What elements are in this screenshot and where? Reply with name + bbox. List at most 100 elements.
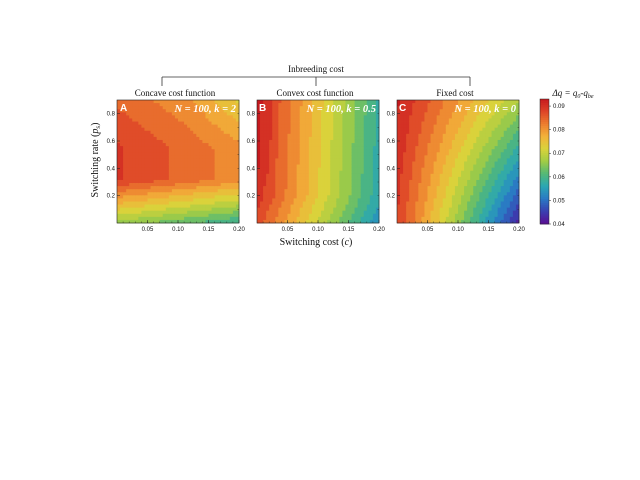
heatmap-cell [284,176,288,181]
heatmap-cell [178,139,182,144]
heatmap-cell [506,195,511,199]
heatmap-cell [372,136,377,141]
heatmap-cell [357,170,362,175]
heatmap-cell [451,210,456,215]
heatmap-cell [327,143,331,147]
heatmap-cell [199,204,203,209]
heatmap-cell [156,176,161,181]
heatmap-cell [260,201,264,205]
heatmap-cell [321,127,325,132]
heatmap-cell [226,130,231,135]
heatmap-cell [488,152,492,156]
heatmap-cell [272,213,276,218]
heatmap-cell [448,136,453,141]
heatmap-cell [345,112,349,116]
heatmap-cell [208,192,212,196]
heatmap-cell [433,100,438,104]
heatmap-cell [479,176,483,181]
heatmap-cell [235,136,240,141]
heatmap-cell [354,198,359,202]
heatmap-cell [500,170,505,175]
heatmap-cell [305,204,310,209]
heatmap-cell [470,103,474,107]
colorbar-segment [540,201,549,204]
heatmap-cell [217,121,222,126]
heatmap-cell [470,146,474,150]
heatmap-cell [266,198,270,202]
heatmap-cell [412,121,416,126]
heatmap-cell [415,201,419,205]
heatmap-cell [464,186,468,190]
heatmap-cell [214,213,219,218]
heatmap-cell [339,130,343,135]
heatmap-cell [211,124,215,129]
heatmap-cell [305,167,310,172]
heatmap-cell [348,143,352,147]
heatmap-cell [500,100,505,104]
heatmap-cell [485,100,489,104]
heatmap-cell [132,195,136,199]
heatmap-cell [208,201,212,205]
heatmap-cell [467,189,471,193]
heatmap-cell [314,103,319,107]
heatmap-cell [488,121,492,126]
heatmap-cell [369,121,374,126]
heatmap-cell [436,198,441,202]
heatmap-cell [269,130,273,135]
heatmap-cell [184,146,188,150]
heatmap-cell [235,167,240,172]
heatmap-cell [348,109,352,113]
heatmap-cell [369,143,374,147]
heatmap-cell [506,207,511,212]
heatmap-cell [174,173,179,178]
heatmap-cell [257,189,261,193]
heatmap-cell [138,216,142,221]
heatmap-cell [357,103,362,107]
heatmap-cell [174,167,179,172]
heatmap-cell [117,152,121,156]
heatmap-cell [467,186,471,190]
heatmap-cell [290,118,294,122]
heatmap-cell [147,152,151,156]
heatmap-cell [357,112,362,116]
colorbar-segment [540,149,549,152]
heatmap-cell [497,139,502,144]
heatmap-cell [406,179,410,184]
heatmap-cell [470,186,474,190]
heatmap-cell [412,127,416,132]
heatmap-cell [135,158,139,162]
heatmap-cell [287,152,291,156]
heatmap-cell [375,109,380,113]
heatmap-cell [375,201,380,205]
heatmap-cell [479,127,483,132]
heatmap-cell [281,155,285,159]
heatmap-cell [199,216,203,221]
heatmap-cell [427,213,431,218]
heatmap-cell [512,158,517,162]
heatmap-cell [512,186,517,190]
heatmap-cell [421,195,425,199]
heatmap-cell [171,210,176,215]
heatmap-cell [205,198,209,202]
heatmap-cell [132,158,136,162]
heatmap-cell [339,158,343,162]
heatmap-cell [193,167,197,172]
heatmap-cell [427,189,431,193]
heatmap-cell [433,130,438,135]
heatmap-cell [199,130,203,135]
heatmap-cell [427,103,431,107]
heatmap-cell [439,106,444,110]
heatmap-cell [123,179,127,184]
heatmap-cell [214,121,219,126]
heatmap-cell [187,118,191,122]
heatmap-cell [497,201,502,205]
heatmap-cell [193,173,197,178]
heatmap-cell [439,164,444,169]
heatmap-cell [235,189,240,193]
heatmap-cell [421,133,425,138]
heatmap-cell [178,201,182,205]
heatmap-cell [357,192,362,196]
heatmap-cell [342,167,346,172]
heatmap-cell [345,158,349,162]
heatmap-cell [345,155,349,159]
